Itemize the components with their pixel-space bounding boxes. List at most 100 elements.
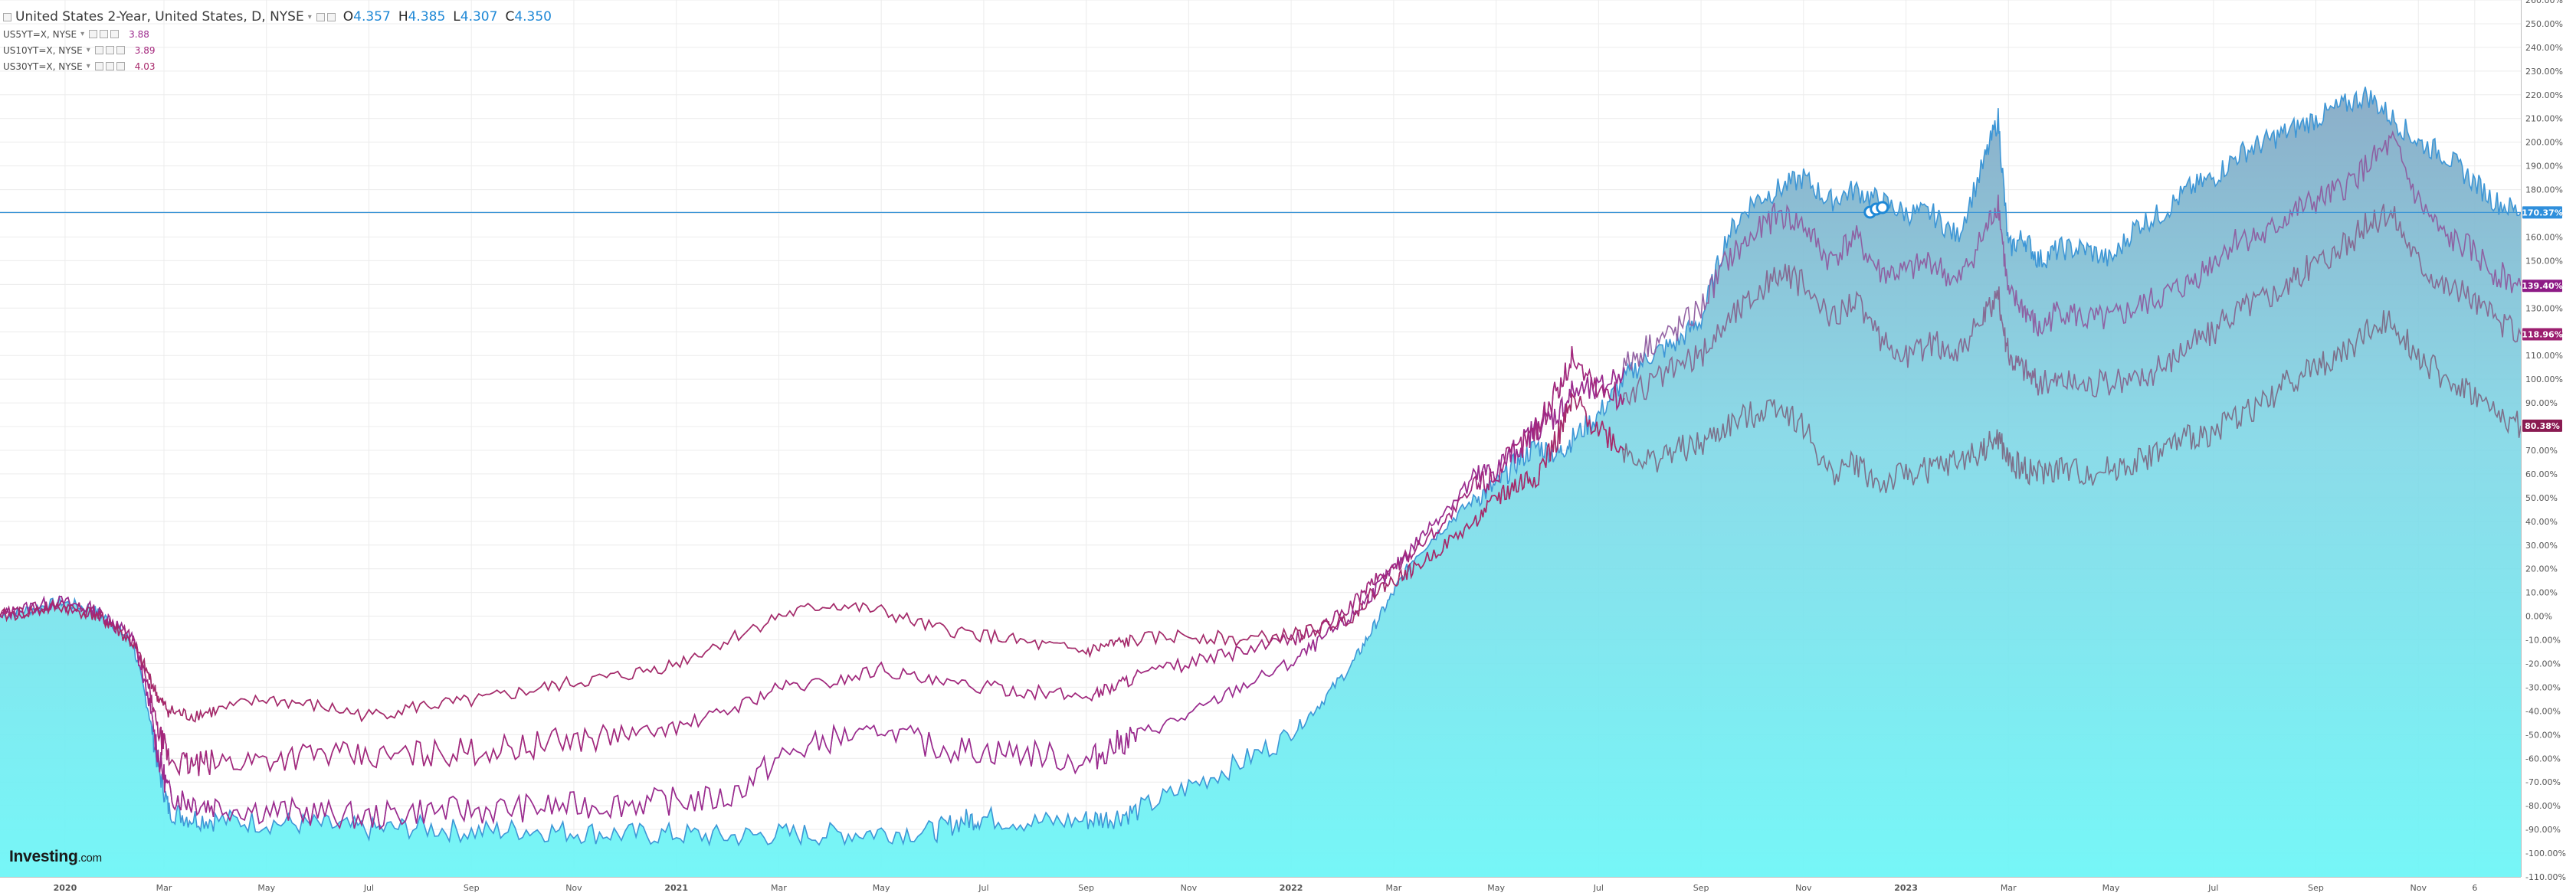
x-tick-label: Jul [363, 883, 374, 893]
main-series-title: United States 2-Year, United States, D, … [15, 9, 304, 25]
y-tick-label: 190.00% [2525, 162, 2563, 172]
x-tick-label: 2020 [54, 883, 77, 893]
series-value-label: 80.38% [2525, 421, 2560, 431]
series-menu-arrow-icon[interactable]: ▾ [307, 12, 312, 21]
us30y-line-segment [0, 391, 1625, 723]
y-tick-label: 0.00% [2525, 612, 2552, 622]
series-value-label: 170.37% [2522, 208, 2562, 217]
y-tick-label: 130.00% [2525, 303, 2563, 313]
investing-logo: Investing.com [9, 848, 102, 866]
x-tick-label: May [2102, 883, 2120, 893]
legend-sub-series-us10y[interactable]: US10YT=X, NYSE ▾ 3.89 [3, 42, 559, 58]
y-tick-label: 10.00% [2525, 588, 2558, 598]
x-tick-label: 2023 [1894, 883, 1918, 893]
y-tick-label: -30.00% [2525, 682, 2561, 692]
y-tick-label: 110.00% [2525, 351, 2563, 361]
visibility-toggle-icon[interactable] [94, 46, 103, 54]
x-tick-label: 2021 [664, 883, 688, 893]
sub-series-name: US5YT=X, NYSE [3, 28, 77, 40]
us2y-area-fill [0, 87, 2521, 877]
legend-sub-series-us30y[interactable]: US30YT=X, NYSE ▾ 4.03 [3, 58, 559, 74]
collapse-legend-icon[interactable] [3, 12, 11, 21]
series-menu-arrow-icon[interactable]: ▾ [86, 62, 90, 70]
x-tick-label: Nov [1795, 883, 1812, 893]
settings-icon[interactable] [105, 46, 114, 54]
y-tick-label: -40.00% [2525, 706, 2561, 716]
visibility-toggle-icon[interactable] [89, 30, 98, 38]
settings-icon[interactable] [326, 12, 336, 21]
remove-series-icon[interactable] [116, 62, 125, 70]
sub-series-name: US10YT=X, NYSE [3, 44, 83, 56]
y-tick-label: -100.00% [2525, 849, 2566, 858]
x-tick-label: Nov [565, 883, 582, 893]
sub-series-name: US30YT=X, NYSE [3, 60, 83, 72]
visibility-toggle-icon[interactable] [94, 62, 103, 70]
high-label: H [398, 9, 408, 25]
close-label: C [505, 9, 515, 25]
series-value-tag-us10y [2522, 328, 2562, 341]
x-tick-label: Sep [464, 883, 480, 893]
sub-series-value: 3.89 [134, 44, 156, 56]
y-tick-label: -110.00% [2525, 872, 2566, 882]
x-tick-label: Nov [1181, 883, 1198, 893]
sub-series-value: 3.88 [129, 28, 149, 40]
x-tick-label: Sep [1693, 883, 1709, 893]
x-tick-label: 2022 [1280, 883, 1303, 893]
y-tick-label: 70.00% [2525, 446, 2558, 456]
logo-text: Investing [9, 848, 78, 865]
remove-series-icon[interactable] [116, 46, 125, 54]
visibility-toggle-icon[interactable] [316, 12, 325, 21]
remove-series-icon[interactable] [110, 30, 120, 38]
x-tick-label: Sep [2308, 883, 2324, 893]
x-tick-label: Jul [1593, 883, 1604, 893]
event-marker-icon[interactable] [1876, 201, 1889, 214]
y-tick-label: 100.00% [2525, 374, 2563, 384]
us2y-line[interactable] [0, 87, 2522, 847]
y-tick-label: -20.00% [2525, 659, 2561, 669]
us5y-line-segment [0, 367, 1625, 830]
x-tick-label: Jul [978, 883, 988, 893]
y-tick-label: 240.00% [2525, 43, 2563, 53]
y-tick-label: -60.00% [2525, 754, 2561, 764]
y-tick-label: 220.00% [2525, 90, 2563, 100]
settings-icon[interactable] [100, 30, 109, 38]
y-tick-label: 230.00% [2525, 67, 2563, 77]
x-tick-label: 6 [2472, 883, 2477, 893]
x-tick-label: May [257, 883, 275, 893]
y-tick-label: -10.00% [2525, 636, 2561, 646]
open-label: O [342, 9, 354, 25]
y-tick-label: 20.00% [2525, 564, 2558, 574]
legend-sub-series-us5y[interactable]: US5YT=X, NYSE ▾ 3.88 [3, 26, 559, 42]
x-tick-label: May [1487, 883, 1505, 893]
chart-legend: United States 2-Year, United States, D, … [3, 8, 559, 74]
y-tick-label: -50.00% [2525, 730, 2561, 740]
y-tick-label: -70.00% [2525, 777, 2561, 787]
x-tick-label: Mar [771, 883, 787, 893]
y-tick-label: 90.00% [2525, 398, 2558, 408]
settings-icon[interactable] [105, 62, 114, 70]
y-tick-label: -90.00% [2525, 825, 2561, 835]
y-tick-label: 210.00% [2525, 114, 2563, 124]
series-menu-arrow-icon[interactable]: ▾ [80, 30, 85, 38]
y-tick-label: 30.00% [2525, 541, 2558, 551]
x-tick-label: Mar [1385, 883, 1401, 893]
y-tick-label: 60.00% [2525, 469, 2558, 479]
low-label: L [453, 9, 460, 25]
x-tick-label: Sep [1078, 883, 1094, 893]
high-value: 4.385 [408, 9, 446, 25]
logo-suffix: .com [77, 852, 102, 865]
x-tick-label: Jul [2207, 883, 2218, 893]
y-tick-label: 160.00% [2525, 232, 2563, 242]
series-menu-arrow-icon[interactable]: ▾ [86, 46, 90, 54]
y-tick-label: 40.00% [2525, 517, 2558, 527]
y-tick-label: 200.00% [2525, 138, 2563, 148]
y-tick-label: -80.00% [2525, 801, 2561, 811]
sub-series-value: 4.03 [134, 60, 156, 72]
series-value-label: 118.96% [2522, 329, 2562, 339]
x-tick-label: Mar [156, 883, 172, 893]
y-tick-label: 260.00% [2525, 0, 2563, 5]
close-value: 4.350 [514, 9, 552, 25]
y-tick-label: 150.00% [2525, 256, 2563, 266]
us10y-line-segment [0, 346, 1625, 777]
